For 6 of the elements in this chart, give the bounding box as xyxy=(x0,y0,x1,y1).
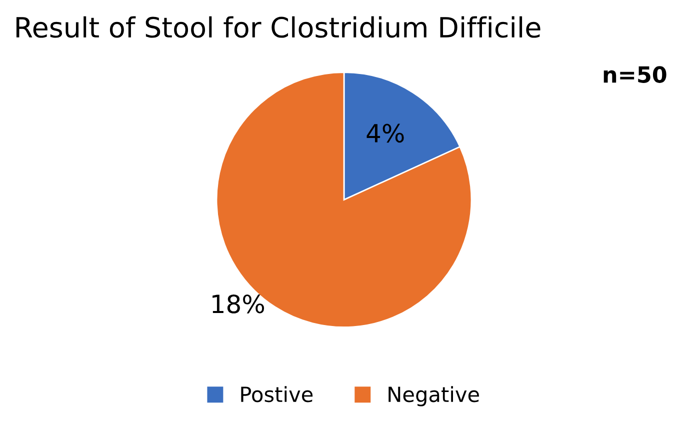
legend-label: Negative xyxy=(388,386,479,406)
data-label: 4% xyxy=(366,124,404,143)
text: n=50 xyxy=(604,66,666,83)
data-label: 18% xyxy=(212,294,264,314)
legend-label: Postive xyxy=(241,386,313,402)
chart-title: Result of Stool for Clostridium Difficile xyxy=(16,16,540,38)
